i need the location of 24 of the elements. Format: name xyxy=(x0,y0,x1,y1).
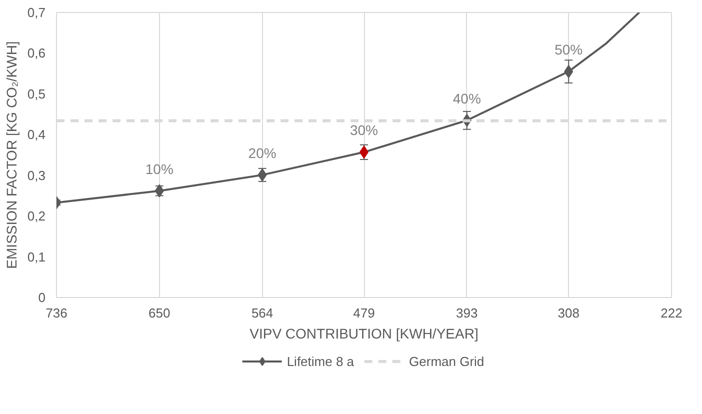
x-tick-label: 393 xyxy=(456,306,478,320)
y-axis-title: EMISSION FACTOR [KG CO₂/KWH] xyxy=(3,41,20,269)
y-tick-label: 0,4 xyxy=(27,127,46,142)
legend-label: Lifetime 8 a xyxy=(286,354,354,368)
y-tick-label: 0,6 xyxy=(27,46,46,61)
x-tick-label: 308 xyxy=(558,306,580,320)
legend-label: German Grid xyxy=(409,354,484,368)
x-tick-label: 479 xyxy=(353,306,375,320)
y-tick-label: 0,7 xyxy=(27,5,46,20)
x-tick-label: 736 xyxy=(46,306,68,320)
annotation: 10% xyxy=(145,160,174,177)
x-axis-title: VIPV CONTRIBUTION [KWH/YEAR] xyxy=(250,326,478,342)
annotation: 50% xyxy=(554,42,583,58)
y-tick-label: 0,1 xyxy=(27,249,46,264)
x-tick-label: 564 xyxy=(251,306,274,320)
y-tick-label: 0,5 xyxy=(27,86,46,102)
y-tick-label: 0 xyxy=(38,290,46,305)
y-tick-label: 0,2 xyxy=(27,208,46,224)
y-tick-label: 0,3 xyxy=(27,168,46,183)
annotation: 20% xyxy=(248,144,276,161)
x-tick-label: 222 xyxy=(660,306,682,320)
x-tick-label: 650 xyxy=(148,306,170,320)
annotation: 30% xyxy=(350,122,378,138)
annotation: 40% xyxy=(452,90,481,106)
